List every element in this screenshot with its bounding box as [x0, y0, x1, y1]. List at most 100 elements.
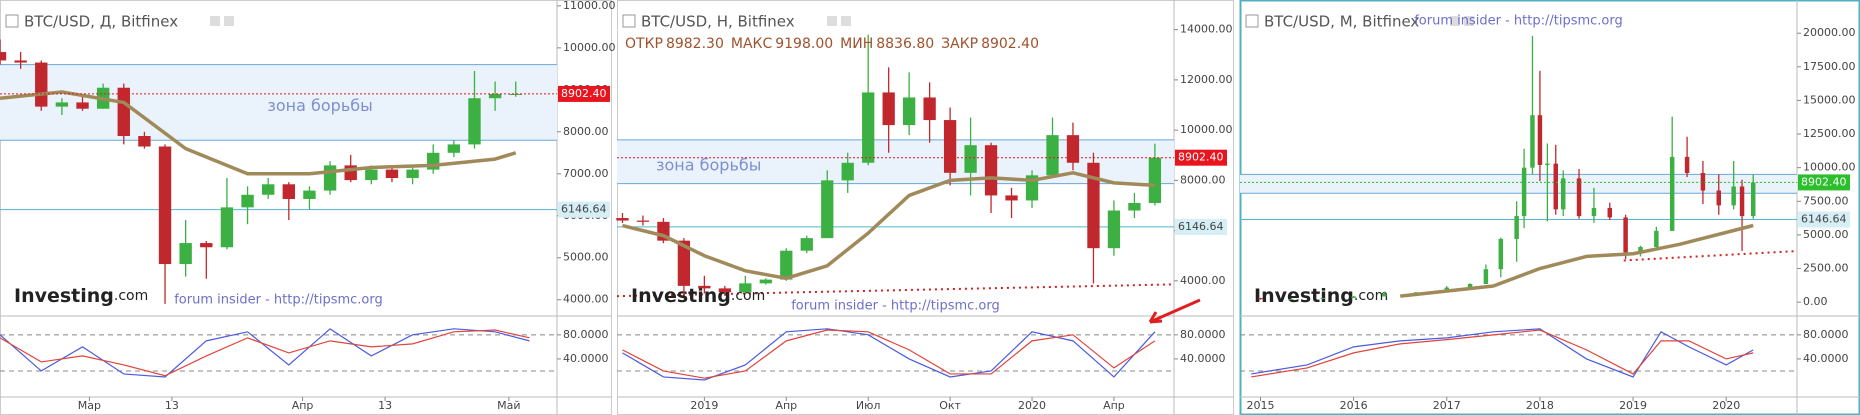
candle-body	[984, 145, 998, 196]
level-label: 6146.64	[1801, 212, 1847, 225]
candle-body	[488, 94, 502, 99]
y-tick-label: 5000.00	[1803, 228, 1849, 241]
watermark: Investing.com	[1254, 285, 1388, 307]
last-price-label: 8902.40	[561, 87, 607, 100]
x-tick-label: 2020	[1018, 399, 1046, 412]
candle-body	[1716, 190, 1721, 206]
level-label: 6146.64	[1178, 220, 1224, 233]
oscillator-tick-label: 40.0000	[1180, 352, 1226, 365]
candle-body	[698, 285, 711, 289]
candle-body	[862, 92, 875, 163]
watermark-domain: .com	[1354, 288, 1388, 304]
candle-body	[1107, 210, 1121, 249]
moving-average	[0, 90, 517, 176]
watermark-brand: Investing	[631, 285, 731, 307]
y-tick-label: 17500.00	[1803, 60, 1856, 73]
level-label: 6146.64	[561, 203, 607, 216]
candle-body	[1128, 202, 1141, 211]
candle-body	[943, 120, 957, 173]
zone	[1240, 174, 1797, 194]
candle-body	[1576, 178, 1582, 217]
y-tick-label: 8000.00	[563, 125, 609, 138]
watermark-brand: Investing	[1254, 285, 1354, 307]
candle-body	[800, 238, 813, 251]
x-tick-label: 2020	[1712, 399, 1740, 412]
candle-body	[1553, 163, 1558, 210]
y-tick-label: 7500.00	[1803, 194, 1849, 207]
candle-body	[468, 98, 481, 145]
candle-body	[158, 146, 172, 265]
collapse-icon	[1245, 14, 1259, 28]
ohlc-value: 8902.40	[981, 36, 1039, 52]
ohlc-name: ОТКР	[625, 36, 663, 52]
candle-body	[759, 279, 772, 284]
ohlc-value: 8982.30	[666, 36, 724, 52]
zone-label: зона борьбы	[656, 155, 761, 174]
candle-body	[282, 184, 296, 199]
candle-body	[1066, 135, 1080, 163]
candle-body	[385, 169, 399, 178]
y-tick-label: 2500.00	[1803, 262, 1849, 275]
last-price-tag	[1175, 149, 1227, 166]
level-tag	[558, 201, 610, 218]
candle-body	[1483, 269, 1489, 284]
x-tick-label: 2019	[690, 399, 718, 412]
y-tick-label: 10000.00	[1180, 123, 1233, 136]
candle-body	[1288, 298, 1294, 300]
y-tick-label: 10000.00	[563, 41, 616, 54]
candle-body	[76, 102, 89, 109]
y-tick-label: 4000.00	[1180, 274, 1226, 287]
last-price-tag	[1798, 174, 1850, 191]
x-tick-label: Май	[497, 399, 520, 412]
candle-body	[0, 52, 7, 61]
candle-body	[1467, 283, 1473, 288]
candle-body	[1669, 156, 1675, 231]
candle-body	[323, 165, 337, 191]
trend-line	[1623, 250, 1798, 262]
candle-body	[1148, 157, 1162, 203]
credit: forum insider - http://tipsmc.org	[791, 299, 1000, 314]
candle-body	[1654, 230, 1659, 248]
candle-body	[241, 194, 254, 208]
candle-body	[261, 184, 275, 195]
candle-body	[677, 240, 691, 286]
candle-body	[882, 92, 895, 126]
chart-title: BTC/USD, Д, Bitfinex	[24, 13, 178, 31]
y-tick-label: 4000.00	[563, 293, 609, 306]
x-tick-label: 13	[165, 399, 179, 412]
panel: зона борьбы4000.005000.006000.007000.008…	[0, 0, 616, 415]
x-tick-label: 2015	[1246, 399, 1274, 412]
candle-body	[1638, 247, 1643, 253]
ohlc-value: 9198.00	[775, 36, 833, 52]
last-price-tag	[558, 85, 610, 102]
moving-average	[622, 171, 1155, 281]
level-tag	[1175, 218, 1227, 235]
candle-body	[964, 145, 977, 173]
watermark: Investing.com	[14, 285, 148, 307]
candle-body	[35, 62, 48, 107]
candle-body	[509, 93, 522, 95]
zone-label: зона борьбы	[267, 96, 372, 115]
chart-title: BTC/USD, M, Bitfinex	[1264, 13, 1419, 31]
settings-icon	[1450, 16, 1460, 26]
candle-body	[923, 97, 936, 121]
close-icon	[224, 16, 234, 26]
candle-body	[200, 243, 213, 248]
moving-average	[1400, 223, 1754, 298]
candle-body	[1731, 186, 1736, 206]
close-icon	[841, 16, 851, 26]
candle-body	[138, 136, 151, 147]
y-tick-label: 5000.00	[563, 251, 609, 264]
oscillator-line	[622, 329, 1156, 379]
ohlc-value: 8836.80	[876, 36, 934, 52]
y-tick-label: 7000.00	[563, 167, 609, 180]
candle-body	[1514, 216, 1519, 239]
panel: 0.00 2500.00 5000.00 7500.00 10000.00 12500.0…	[1239, 0, 1860, 415]
close-icon	[1464, 16, 1474, 26]
candle-body	[903, 97, 916, 126]
candle-body	[14, 60, 27, 63]
x-tick-label: Апр	[1103, 399, 1125, 412]
candle-body	[303, 190, 316, 199]
panel: зона борьбы4000.006000.008000.0010000.00…	[616, 0, 1234, 415]
